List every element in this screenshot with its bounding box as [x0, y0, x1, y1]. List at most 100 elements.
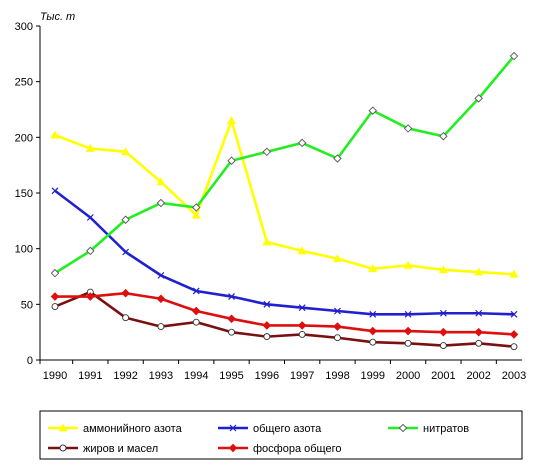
data-point — [403, 326, 413, 336]
plot-area — [50, 51, 519, 351]
legend-item: аммонийного азота — [48, 423, 183, 435]
legend-label: жиров и масел — [83, 443, 158, 455]
data-point — [121, 288, 130, 298]
data-point — [191, 306, 201, 316]
data-point — [85, 143, 95, 152]
series-line — [54, 189, 515, 316]
data-point — [50, 292, 60, 301]
data-point — [474, 327, 483, 337]
data-point — [368, 106, 378, 115]
series-line — [54, 119, 515, 276]
data-point — [403, 260, 413, 269]
data-point — [156, 198, 166, 208]
legend-label: фосфора общего — [253, 443, 341, 455]
legend-item: фосфора общего — [218, 443, 341, 455]
data-point — [439, 327, 448, 337]
series-1 — [50, 116, 519, 278]
legend: аммонийного азота общего азота нитратов жир… — [39, 410, 523, 460]
x-tick-label: 1997 — [290, 370, 314, 382]
legend-label: общего азота — [253, 423, 322, 435]
series-line — [55, 291, 515, 336]
x-tick-label: 1993 — [149, 370, 173, 382]
y-tick-label: 0 — [27, 355, 33, 367]
legend-item: жиров и масел — [48, 443, 158, 455]
data-point — [333, 254, 342, 263]
data-point — [509, 51, 519, 61]
data-point — [369, 338, 377, 346]
legend-marker — [59, 444, 67, 452]
data-point — [333, 154, 342, 163]
data-point — [298, 330, 306, 338]
data-point — [368, 326, 378, 336]
data-point — [228, 293, 235, 300]
y-tick-label: 300 — [15, 21, 33, 33]
data-point — [334, 334, 341, 342]
data-point — [157, 271, 165, 279]
data-point — [263, 333, 271, 341]
legend-marker — [58, 423, 68, 432]
data-point — [509, 269, 519, 278]
data-point — [475, 339, 483, 347]
data-point — [334, 307, 341, 315]
x-tick-label: 1998 — [325, 370, 349, 382]
y-tick-label: 250 — [15, 77, 33, 89]
data-point — [439, 309, 447, 317]
legend-box — [39, 410, 523, 460]
x-tick-label: 1991 — [78, 370, 102, 382]
data-point — [121, 147, 131, 156]
data-point — [297, 138, 307, 148]
data-point — [191, 210, 201, 219]
data-point — [333, 322, 342, 331]
x-tick-label: 1992 — [113, 370, 137, 382]
legend-label: аммонийного азота — [83, 423, 183, 435]
data-point — [298, 304, 306, 312]
data-point — [51, 187, 59, 195]
data-point — [474, 94, 483, 103]
data-point — [263, 300, 271, 308]
x-tick-label: 2000 — [396, 370, 420, 382]
data-point — [438, 265, 448, 274]
series-5 — [50, 288, 519, 339]
data-point — [297, 321, 307, 330]
data-point — [86, 292, 95, 301]
data-point — [191, 203, 201, 212]
data-point — [368, 264, 378, 273]
unit-label: Тыс. т — [40, 11, 75, 23]
x-tick-label: 1990 — [43, 370, 67, 382]
data-point — [156, 177, 166, 186]
data-point — [439, 131, 448, 141]
y-tick-label: 150 — [15, 188, 33, 200]
data-point — [50, 268, 60, 278]
data-point — [262, 321, 272, 330]
x-tick-label: 1996 — [255, 370, 279, 382]
data-point — [157, 323, 165, 331]
legend-marker — [398, 423, 408, 433]
data-point — [86, 246, 95, 256]
series-3 — [50, 51, 519, 278]
data-point — [122, 314, 130, 322]
data-point — [403, 124, 413, 133]
y-axis: 0 50 100 150 200 250 300 — [15, 21, 41, 367]
data-point — [50, 130, 60, 139]
legend-marker — [229, 424, 237, 432]
y-tick-label: 200 — [15, 132, 33, 144]
data-point — [227, 156, 236, 165]
data-point — [474, 267, 484, 276]
data-point — [156, 294, 166, 304]
data-point — [86, 214, 94, 221]
data-point — [227, 116, 236, 125]
data-point — [369, 310, 377, 318]
data-point — [192, 287, 200, 295]
series-4 — [51, 288, 518, 351]
data-point — [509, 330, 519, 339]
x-tick-label: 1999 — [361, 370, 385, 382]
data-point — [510, 310, 518, 318]
data-point — [122, 248, 130, 256]
data-point — [227, 314, 236, 324]
data-point — [404, 310, 412, 318]
data-point — [192, 318, 200, 326]
data-point — [262, 237, 272, 246]
x-tick-label: 2002 — [466, 370, 490, 382]
data-point — [51, 303, 59, 311]
